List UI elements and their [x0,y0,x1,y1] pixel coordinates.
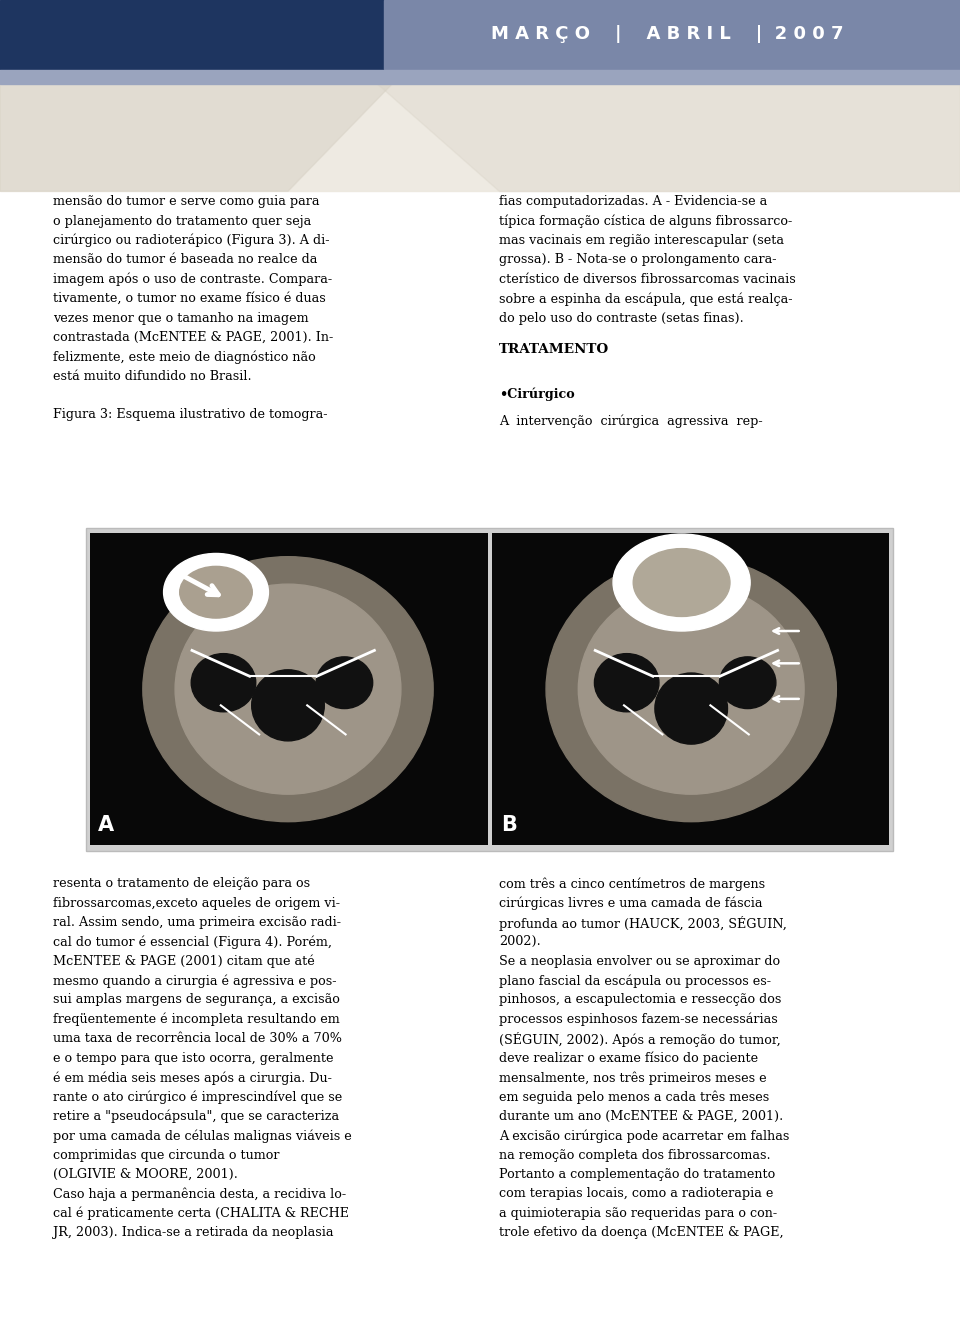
Text: mas vacinais em região interescapular (seta: mas vacinais em região interescapular (s… [499,233,784,247]
Text: contrastada (McENTEE & PAGE, 2001). In-: contrastada (McENTEE & PAGE, 2001). In- [53,331,333,344]
Text: M A R Ç O    |    A B R I L    |  2 0 0 7: M A R Ç O | A B R I L | 2 0 0 7 [491,25,844,44]
Bar [86,528,893,851]
Text: processos espinhosos fazem-se necessárias: processos espinhosos fazem-se necessária… [499,1013,778,1026]
Text: JR, 2003). Indica-se a retirada da neoplasia: JR, 2003). Indica-se a retirada da neopl… [53,1227,333,1239]
Bar [0,73,960,191]
Text: mensalmente, nos três primeiros meses e: mensalmente, nos três primeiros meses e [499,1071,767,1084]
Text: freqüentemente é incompleta resultando em: freqüentemente é incompleta resultando e… [53,1013,340,1026]
Text: TRATAMENTO: TRATAMENTO [499,343,610,356]
Text: ral. Assim sendo, uma primeira excisão radi-: ral. Assim sendo, uma primeira excisão r… [53,915,341,929]
Text: na remoção completa dos fibrossarcomas.: na remoção completa dos fibrossarcomas. [499,1149,771,1162]
Text: com três a cinco centímetros de margens: com três a cinco centímetros de margens [499,877,765,890]
Text: A  intervenção  cirúrgica  agressiva  rep-: A intervenção cirúrgica agressiva rep- [499,414,763,427]
Text: tivamente, o tumor no exame físico é duas: tivamente, o tumor no exame físico é dua… [53,293,325,305]
Text: uma taxa de recorrência local de 30% a 70%: uma taxa de recorrência local de 30% a 7… [53,1033,342,1045]
Text: vezes menor que o tamanho na imagem: vezes menor que o tamanho na imagem [53,311,308,324]
Bar [492,533,889,845]
Text: deve realizar o exame físico do paciente: deve realizar o exame físico do paciente [499,1051,758,1066]
Polygon shape [365,73,960,191]
Ellipse shape [613,534,750,630]
Text: Caso haja a permanência desta, a recidiva lo-: Caso haja a permanência desta, a recidiv… [53,1187,346,1200]
Text: o planejamento do tratamento quer seja: o planejamento do tratamento quer seja [53,215,311,228]
Text: trole efetivo da doença (McENTEE & PAGE,: trole efetivo da doença (McENTEE & PAGE, [499,1227,783,1239]
Text: a quimioterapia são requeridas para o con-: a quimioterapia são requeridas para o co… [499,1207,778,1220]
Text: (OLGIVIE & MOORE, 2001).: (OLGIVIE & MOORE, 2001). [53,1169,238,1181]
Text: e o tempo para que isto ocorra, geralmente: e o tempo para que isto ocorra, geralmen… [53,1051,333,1064]
Bar [0,70,960,84]
Ellipse shape [634,549,730,616]
Text: Figura 3: Esquema ilustrativo de tomogra-: Figura 3: Esquema ilustrativo de tomogra… [53,409,327,422]
Text: durante um ano (McENTEE & PAGE, 2001).: durante um ano (McENTEE & PAGE, 2001). [499,1109,783,1122]
Ellipse shape [316,657,372,708]
Bar [0,0,384,69]
Text: cal do tumor é essencial (Figura 4). Porém,: cal do tumor é essencial (Figura 4). Por… [53,935,332,948]
Text: cirúrgicas livres e uma camada de fáscia: cirúrgicas livres e uma camada de fáscia [499,897,762,910]
Text: fias computadorizadas. A - Evidencia-se a: fias computadorizadas. A - Evidencia-se … [499,195,767,208]
Text: em seguida pelo menos a cada três meses: em seguida pelo menos a cada três meses [499,1091,770,1104]
Text: felizmente, este meio de diagnóstico não: felizmente, este meio de diagnóstico não [53,351,316,364]
Ellipse shape [180,566,252,619]
Text: mensão do tumor e serve como guia para: mensão do tumor e serve como guia para [53,195,320,208]
Polygon shape [0,73,403,191]
Ellipse shape [546,557,836,822]
Text: fibrossarcomas,exceto aqueles de origem vi-: fibrossarcomas,exceto aqueles de origem … [53,897,340,910]
Ellipse shape [175,584,401,794]
Text: pinhosos, a escapulectomia e ressecção dos: pinhosos, a escapulectomia e ressecção d… [499,993,781,1006]
Text: resenta o tratamento de eleição para os: resenta o tratamento de eleição para os [53,877,310,890]
Text: B: B [501,815,517,835]
Text: A: A [98,815,114,835]
Bar [90,533,488,845]
Text: comprimidas que circunda o tumor: comprimidas que circunda o tumor [53,1149,279,1162]
Ellipse shape [163,554,269,630]
Text: com terapias locais, como a radioterapia e: com terapias locais, como a radioterapia… [499,1187,774,1200]
Text: típica formação cística de alguns fibrossarco-: típica formação cística de alguns fibros… [499,215,792,228]
Ellipse shape [143,557,433,822]
Text: A excisão cirúrgica pode acarretar em falhas: A excisão cirúrgica pode acarretar em fa… [499,1129,789,1142]
Text: mensão do tumor é baseada no realce da: mensão do tumor é baseada no realce da [53,253,317,266]
Text: imagem após o uso de contraste. Compara-: imagem após o uso de contraste. Compara- [53,273,332,286]
Text: Portanto a complementação do tratamento: Portanto a complementação do tratamento [499,1169,776,1181]
Text: cterístico de diversos fibrossarcomas vacinais: cterístico de diversos fibrossarcomas va… [499,273,796,286]
Text: McENTEE & PAGE (2001) citam que até: McENTEE & PAGE (2001) citam que até [53,955,315,968]
Text: está muito difundido no Brasil.: está muito difundido no Brasil. [53,369,252,383]
Text: plano fascial da escápula ou processos es-: plano fascial da escápula ou processos e… [499,973,771,988]
Text: do pelo uso do contraste (setas finas).: do pelo uso do contraste (setas finas). [499,311,744,324]
Text: mesmo quando a cirurgia é agressiva e pos-: mesmo quando a cirurgia é agressiva e po… [53,973,336,988]
Ellipse shape [594,654,659,712]
Text: rante o ato cirúrgico é imprescindível que se: rante o ato cirúrgico é imprescindível q… [53,1091,342,1104]
Text: Se a neoplasia envolver ou se aproximar do: Se a neoplasia envolver ou se aproximar … [499,955,780,968]
Text: •Cirúrgico: •Cirúrgico [499,388,575,401]
Ellipse shape [252,670,324,741]
Text: sobre a espinha da escápula, que está realça-: sobre a espinha da escápula, que está re… [499,293,793,306]
Text: cal é praticamente certa (CHALITA & RECHE: cal é praticamente certa (CHALITA & RECH… [53,1207,348,1220]
Text: grossa). B - Nota-se o prolongamento cara-: grossa). B - Nota-se o prolongamento car… [499,253,777,266]
Ellipse shape [578,584,804,794]
Text: (SÉGUIN, 2002). Após a remoção do tumor,: (SÉGUIN, 2002). Após a remoção do tumor, [499,1033,780,1047]
Text: por uma camada de células malignas viáveis e: por uma camada de células malignas viáve… [53,1129,351,1142]
Bar [384,0,960,69]
Text: é em média seis meses após a cirurgia. Du-: é em média seis meses após a cirurgia. D… [53,1071,331,1084]
Text: profunda ao tumor (HAUCK, 2003, SÉGUIN,: profunda ao tumor (HAUCK, 2003, SÉGUIN, [499,915,787,931]
Text: sui amplas margens de segurança, a excisão: sui amplas margens de segurança, a excis… [53,993,340,1006]
Ellipse shape [191,654,255,712]
Ellipse shape [655,673,728,744]
Text: cirúrgico ou radioterápico (Figura 3). A di-: cirúrgico ou radioterápico (Figura 3). A… [53,233,329,248]
Text: 2002).: 2002). [499,935,540,948]
Ellipse shape [719,657,776,708]
Text: retire a "pseudocápsula", que se caracteriza: retire a "pseudocápsula", que se caracte… [53,1109,339,1124]
